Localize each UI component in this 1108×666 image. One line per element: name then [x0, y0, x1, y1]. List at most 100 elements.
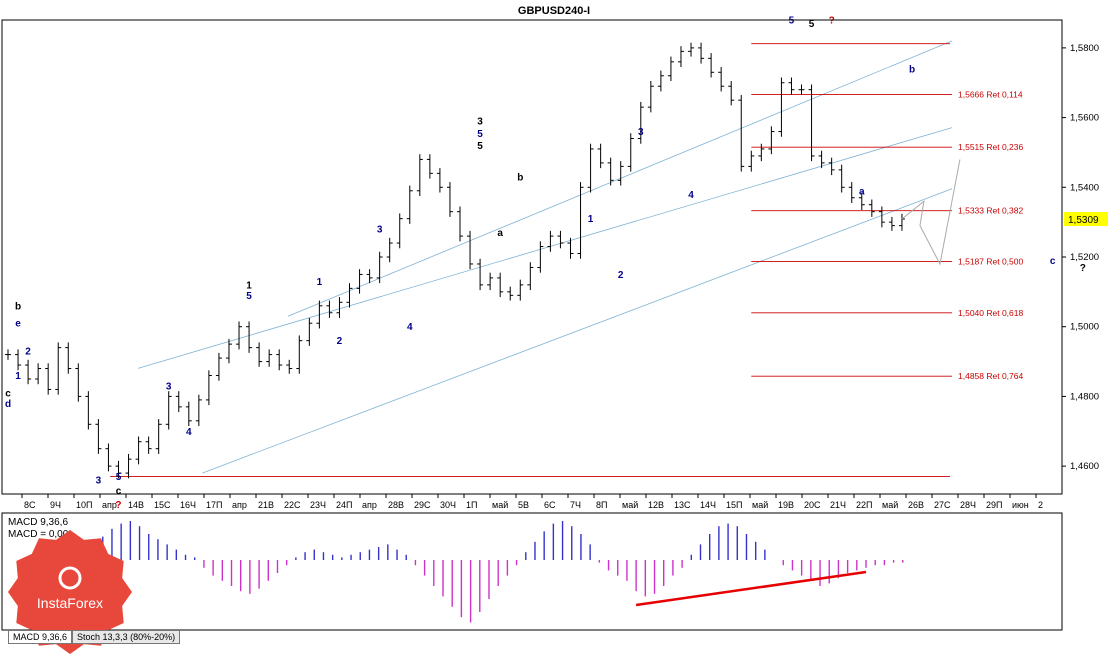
- fib-label: 1,5515 Ret 0,236: [958, 142, 1023, 152]
- chart-title: GBPUSD240-I: [518, 5, 590, 17]
- projection-line: [901, 159, 961, 266]
- xtick-label: 16Ч: [180, 500, 196, 510]
- xtick-label: 17П: [206, 500, 222, 510]
- wave-label: 1: [317, 277, 323, 288]
- wave-label: b: [909, 64, 915, 75]
- wave-label: c: [1050, 256, 1056, 267]
- xtick-label: 22С: [284, 500, 301, 510]
- wave-label: 3: [96, 476, 102, 487]
- ytick-label: 1,5000: [1070, 322, 1099, 333]
- xtick-label: 28Ч: [960, 500, 976, 510]
- xtick-label: 14Ч: [700, 500, 716, 510]
- wave-label: 4: [186, 427, 192, 438]
- xtick-label: апр: [102, 500, 117, 510]
- wave-label: d: [5, 399, 11, 410]
- fib-label: 1,4858 Ret 0,764: [958, 371, 1023, 381]
- wave-label: 1: [15, 371, 21, 382]
- wave-label: e: [15, 319, 21, 330]
- ytick-label: 1,5200: [1070, 252, 1099, 263]
- wave-label: b: [517, 172, 523, 183]
- fib-label: 1,5666 Ret 0,114: [958, 90, 1023, 100]
- xtick-label: май: [622, 500, 638, 510]
- macd-label: MACD 9,36,6: [8, 517, 68, 528]
- xtick-label: 20С: [804, 500, 821, 510]
- xtick-label: май: [492, 500, 508, 510]
- xtick-label: 24П: [336, 500, 352, 510]
- xtick-label: 5В: [518, 500, 529, 510]
- xtick-label: 13С: [674, 500, 691, 510]
- channel-line: [287, 40, 953, 317]
- xtick-label: 15П: [726, 500, 742, 510]
- wave-label: 2: [25, 347, 31, 358]
- xtick-label: 8С: [24, 500, 36, 510]
- ytick-label: 1,5400: [1070, 182, 1099, 193]
- xtick-label: 14В: [128, 500, 144, 510]
- wave-label: c: [5, 388, 11, 399]
- xtick-label: 23Ч: [310, 500, 326, 510]
- channel-lines: [137, 40, 953, 474]
- xtick-label: 2: [1038, 500, 1043, 510]
- wave-label: 5: [809, 19, 815, 30]
- xtick-label: апр: [362, 500, 377, 510]
- xtick-label: 21В: [258, 500, 274, 510]
- ytick-label: 1,4600: [1070, 461, 1099, 472]
- xtick-label: май: [882, 500, 898, 510]
- xtick-label: 22П: [856, 500, 872, 510]
- fib-label: 1,5333 Ret 0,382: [958, 206, 1023, 216]
- fib-label: 1,5040 Ret 0,618: [958, 308, 1023, 318]
- ytick-label: 1,4800: [1070, 391, 1099, 402]
- wave-label: ?: [115, 500, 121, 511]
- wave-label: ?: [829, 15, 835, 26]
- wave-label: 2: [337, 336, 343, 347]
- xtick-label: 6С: [544, 500, 556, 510]
- wave-label: a: [497, 228, 503, 239]
- channel-line: [202, 188, 953, 474]
- wave-label: 1: [246, 280, 252, 291]
- wave-label: a: [859, 186, 865, 197]
- channel-line: [137, 127, 953, 369]
- wave-label: 3: [377, 225, 383, 236]
- logo-text: InstaForex: [37, 595, 103, 611]
- xtick-label: 19В: [778, 500, 794, 510]
- wave-label: ?: [1080, 263, 1086, 274]
- xtick-label: 10П: [76, 500, 92, 510]
- xtick-label: 15С: [154, 500, 171, 510]
- wave-label: 4: [688, 190, 694, 201]
- xtick-label: 27С: [934, 500, 951, 510]
- xtick-label: 30Ч: [440, 500, 456, 510]
- xtick-label: 8П: [596, 500, 607, 510]
- xtick-label: 7Ч: [570, 500, 581, 510]
- main-plot-frame: [1, 19, 1063, 495]
- ytick-label: 1,5600: [1070, 113, 1099, 124]
- price-candles: [5, 42, 905, 479]
- wave-label: b: [15, 301, 21, 312]
- ytick-label: 1,5800: [1070, 43, 1099, 54]
- xtick-label: июн: [1012, 500, 1029, 510]
- macd-value-label: MACD = 0,00: [8, 529, 69, 540]
- xtick-label: апр: [232, 500, 247, 510]
- wave-label: 3: [477, 117, 483, 128]
- wave-label: 4: [407, 322, 413, 333]
- xtick-label: 26В: [908, 500, 924, 510]
- wave-label: 5: [477, 141, 483, 152]
- time-axis: 8С 9Ч 10П апр 14В 15С 16Ч 17П апр 21В 22С 23Ч 24П апр…: [21, 494, 1043, 510]
- wave-label: 1: [588, 214, 594, 225]
- wave-label: 5: [116, 472, 122, 483]
- wave-label: 3: [638, 127, 644, 138]
- xtick-label: 1П: [466, 500, 477, 510]
- xtick-label: 12В: [648, 500, 664, 510]
- tab-stoch[interactable]: Stoch 13,3,3 (80%-20%): [72, 630, 181, 644]
- wave-label: 3: [166, 381, 172, 392]
- tab-macd[interactable]: MACD 9,36,6: [8, 630, 73, 644]
- xtick-label: 9Ч: [50, 500, 61, 510]
- instaforex-logo: InstaForex: [8, 530, 132, 654]
- last-price-label: 1,5309: [1068, 215, 1099, 226]
- wave-label: c: [116, 486, 122, 497]
- macd-trend-line: [635, 570, 867, 607]
- xtick-label: май: [752, 500, 768, 510]
- xtick-label: 21Ч: [830, 500, 846, 510]
- wave-label: 5: [477, 129, 483, 140]
- wave-label: 5: [789, 15, 795, 26]
